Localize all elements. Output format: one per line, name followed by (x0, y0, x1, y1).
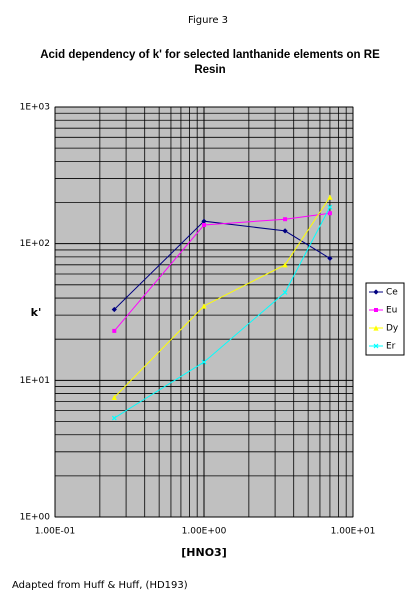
marker (201, 218, 207, 224)
legend-label: Dy (386, 324, 399, 334)
marker (327, 255, 333, 262)
marker (112, 328, 117, 333)
y-axis-title: k' (31, 306, 42, 319)
legend-label: Ce (386, 288, 398, 298)
chart-title: Acid dependency of k' for selected lanth… (40, 49, 380, 76)
figure-label: Figure 3 (188, 15, 228, 26)
x-tick-label: 1.00E-01 (35, 527, 75, 537)
legend-box (365, 282, 405, 356)
series-line (113, 212, 330, 332)
marker (111, 394, 117, 401)
marker (283, 217, 288, 222)
marker (282, 228, 288, 234)
y-tick-label: 1E+03 (20, 103, 50, 113)
marker (111, 306, 117, 313)
y-tick-label: 1E+01 (20, 376, 50, 386)
marker (373, 343, 379, 349)
series-line (114, 206, 331, 419)
marker (327, 194, 333, 200)
marker (374, 308, 378, 312)
marker (282, 262, 288, 268)
marker (202, 222, 206, 227)
x-axis-title: [HNO3] (181, 546, 226, 559)
x-tick-label: 1.00E+01 (331, 527, 376, 537)
marker (111, 415, 117, 421)
marker (201, 359, 207, 365)
x-tick-label: 1.00E+00 (182, 527, 227, 537)
marker (373, 289, 379, 295)
y-tick-label: 1E+02 (20, 239, 50, 249)
legend-label: Er (386, 342, 396, 352)
series-line (113, 220, 331, 310)
marker (327, 211, 332, 216)
legend-label: Eu (386, 306, 397, 316)
y-tick-label: 1E+00 (20, 513, 51, 523)
series-line (113, 196, 331, 398)
marker (327, 204, 333, 210)
marker (373, 325, 379, 331)
marker (201, 303, 207, 309)
marker (282, 289, 288, 295)
footnote: Adapted from Huff & Huff, (HD193) (12, 580, 188, 591)
